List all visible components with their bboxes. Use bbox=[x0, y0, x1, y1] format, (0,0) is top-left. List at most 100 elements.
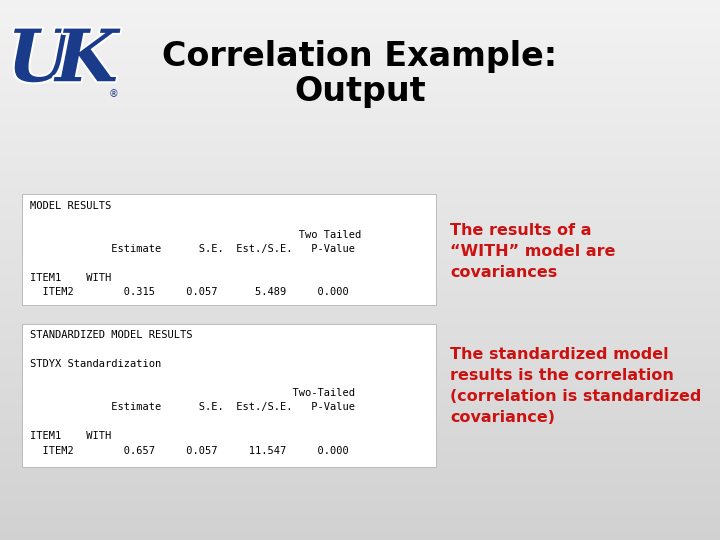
Text: ®: ® bbox=[109, 89, 118, 99]
Bar bbox=[0, 284, 720, 286]
Bar bbox=[0, 130, 720, 132]
Bar bbox=[0, 19, 720, 22]
Bar bbox=[0, 151, 720, 154]
Bar bbox=[0, 189, 720, 192]
Bar bbox=[0, 281, 720, 284]
Bar bbox=[0, 532, 720, 535]
Bar bbox=[0, 529, 720, 532]
Bar bbox=[0, 251, 720, 254]
Bar bbox=[0, 51, 720, 54]
Text: Correlation Example:: Correlation Example: bbox=[163, 40, 557, 73]
Bar bbox=[0, 59, 720, 62]
Bar bbox=[0, 418, 720, 421]
Bar bbox=[0, 68, 720, 70]
Bar bbox=[0, 505, 720, 508]
Bar bbox=[0, 470, 720, 472]
Bar bbox=[0, 205, 720, 208]
Bar bbox=[0, 389, 720, 392]
Bar bbox=[0, 16, 720, 19]
FancyBboxPatch shape bbox=[22, 324, 436, 467]
Bar bbox=[0, 5, 720, 8]
Bar bbox=[0, 246, 720, 248]
Bar bbox=[0, 192, 720, 194]
Bar bbox=[0, 319, 720, 321]
Bar bbox=[0, 464, 720, 467]
Bar bbox=[0, 216, 720, 219]
Bar bbox=[0, 254, 720, 256]
Bar bbox=[0, 289, 720, 292]
Text: The results of a
“WITH” model are
covariances: The results of a “WITH” model are covari… bbox=[450, 222, 616, 280]
Bar bbox=[0, 292, 720, 294]
Bar bbox=[0, 140, 720, 143]
Bar bbox=[0, 213, 720, 216]
Bar bbox=[0, 92, 720, 94]
Bar bbox=[0, 127, 720, 130]
Bar bbox=[0, 100, 720, 103]
Bar bbox=[0, 297, 720, 300]
Bar bbox=[0, 494, 720, 497]
Bar bbox=[0, 219, 720, 221]
Bar bbox=[0, 221, 720, 224]
Bar bbox=[0, 227, 720, 229]
Bar bbox=[0, 502, 720, 505]
Bar bbox=[0, 265, 720, 267]
Bar bbox=[0, 489, 720, 491]
Bar bbox=[0, 143, 720, 146]
Bar bbox=[0, 321, 720, 324]
Bar bbox=[0, 94, 720, 97]
Bar bbox=[0, 510, 720, 513]
Bar bbox=[0, 275, 720, 278]
Bar bbox=[0, 356, 720, 359]
Bar bbox=[0, 310, 720, 313]
Bar bbox=[0, 200, 720, 202]
Bar bbox=[0, 313, 720, 316]
Bar bbox=[0, 354, 720, 356]
Bar bbox=[0, 437, 720, 440]
Bar bbox=[0, 46, 720, 49]
Bar bbox=[0, 176, 720, 178]
Bar bbox=[0, 451, 720, 454]
Bar bbox=[0, 340, 720, 343]
Bar bbox=[0, 483, 720, 486]
Bar bbox=[0, 208, 720, 211]
Bar bbox=[0, 386, 720, 389]
Bar bbox=[0, 516, 720, 518]
Bar bbox=[0, 462, 720, 464]
Bar bbox=[0, 443, 720, 445]
Bar bbox=[0, 324, 720, 327]
Bar bbox=[0, 332, 720, 335]
Bar bbox=[0, 159, 720, 162]
Bar bbox=[0, 524, 720, 526]
Bar bbox=[0, 30, 720, 32]
Bar bbox=[0, 103, 720, 105]
Text: Output: Output bbox=[294, 75, 426, 109]
Bar bbox=[0, 270, 720, 273]
Bar bbox=[0, 429, 720, 432]
Bar bbox=[0, 286, 720, 289]
Bar bbox=[0, 421, 720, 424]
Bar bbox=[0, 146, 720, 148]
Bar bbox=[0, 405, 720, 408]
Bar bbox=[0, 157, 720, 159]
Bar bbox=[0, 413, 720, 416]
Text: The standardized model
results is the correlation
(correlation is standardized
c: The standardized model results is the co… bbox=[450, 347, 701, 425]
Bar bbox=[0, 86, 720, 89]
Text: U: U bbox=[7, 25, 70, 96]
Bar bbox=[0, 240, 720, 243]
Bar bbox=[0, 373, 720, 375]
Bar bbox=[0, 32, 720, 35]
Bar bbox=[0, 186, 720, 189]
Bar bbox=[0, 124, 720, 127]
Bar bbox=[0, 424, 720, 427]
Bar bbox=[0, 305, 720, 308]
Bar bbox=[0, 478, 720, 481]
Bar bbox=[0, 49, 720, 51]
FancyBboxPatch shape bbox=[22, 194, 436, 305]
Bar bbox=[0, 454, 720, 456]
Bar bbox=[0, 54, 720, 57]
Bar bbox=[0, 338, 720, 340]
Bar bbox=[0, 402, 720, 405]
Bar bbox=[0, 537, 720, 540]
Bar bbox=[0, 273, 720, 275]
Bar bbox=[0, 162, 720, 165]
